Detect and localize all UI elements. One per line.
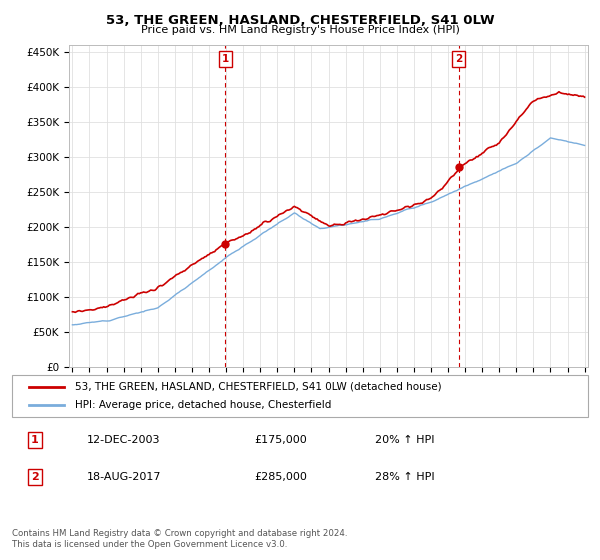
Text: HPI: Average price, detached house, Chesterfield: HPI: Average price, detached house, Ches… [76,400,332,410]
Text: 12-DEC-2003: 12-DEC-2003 [87,435,160,445]
Text: 1: 1 [222,54,229,64]
Text: 18-AUG-2017: 18-AUG-2017 [87,472,161,482]
Text: 1: 1 [31,435,39,445]
Text: 2: 2 [455,54,463,64]
Text: 2: 2 [31,472,39,482]
Text: 28% ↑ HPI: 28% ↑ HPI [375,472,434,482]
Text: £175,000: £175,000 [254,435,307,445]
FancyBboxPatch shape [12,375,588,417]
Text: 20% ↑ HPI: 20% ↑ HPI [375,435,434,445]
Text: £285,000: £285,000 [254,472,307,482]
Text: Price paid vs. HM Land Registry's House Price Index (HPI): Price paid vs. HM Land Registry's House … [140,25,460,35]
Text: 53, THE GREEN, HASLAND, CHESTERFIELD, S41 0LW: 53, THE GREEN, HASLAND, CHESTERFIELD, S4… [106,14,494,27]
Text: Contains HM Land Registry data © Crown copyright and database right 2024.
This d: Contains HM Land Registry data © Crown c… [12,529,347,549]
Text: 53, THE GREEN, HASLAND, CHESTERFIELD, S41 0LW (detached house): 53, THE GREEN, HASLAND, CHESTERFIELD, S4… [76,382,442,392]
